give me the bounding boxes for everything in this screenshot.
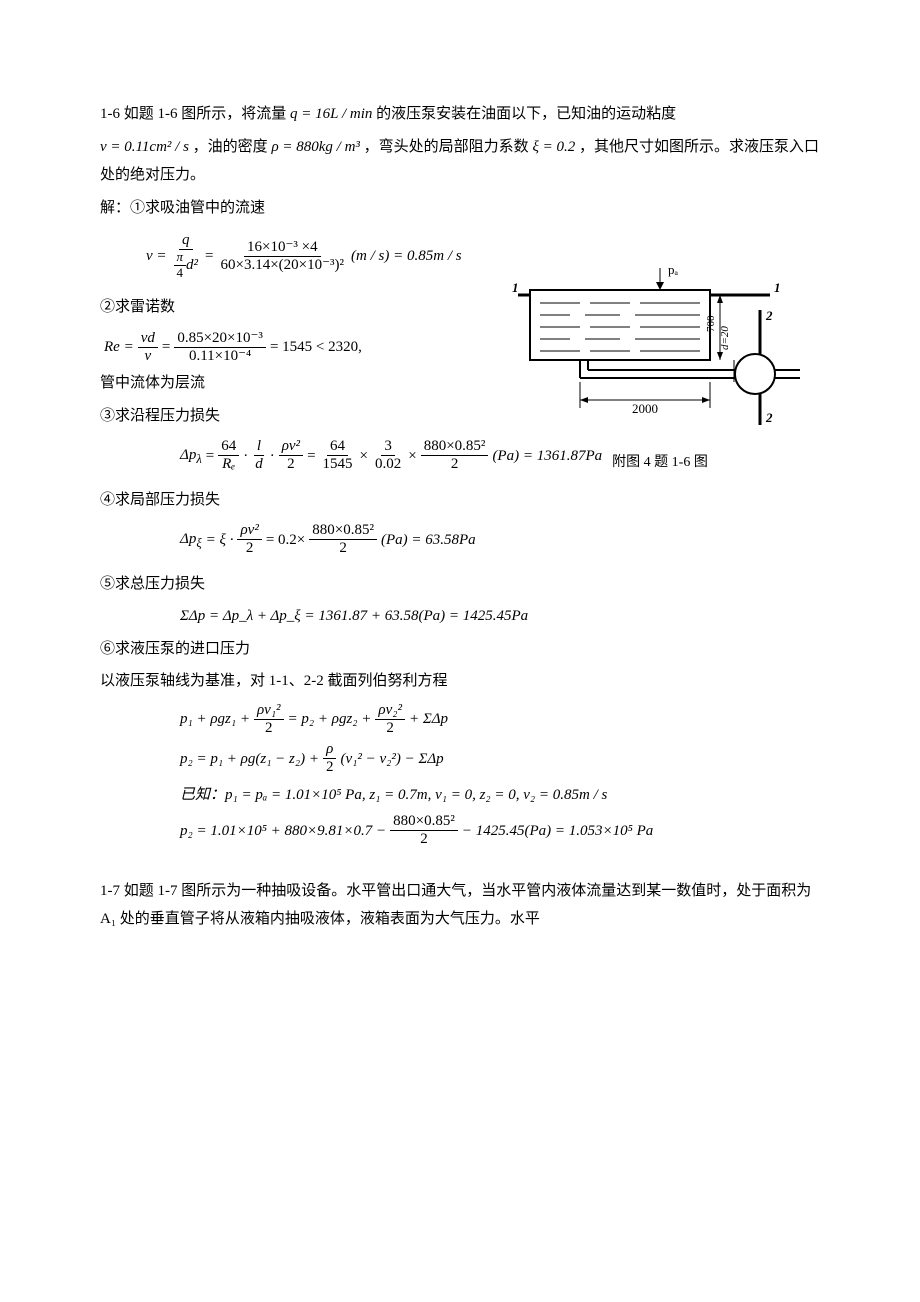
label-pa: pₐ [668, 262, 679, 277]
t: ，油的密度 [193, 139, 268, 155]
den: ν [141, 348, 154, 365]
num: 16×10⁻³ ×4 [244, 239, 321, 257]
frac: 0.85×20×10⁻³ 0.11×10⁻⁴ [174, 330, 266, 366]
figure-1-6: pₐ 1 1 2 2 2000 700 d=20 附图 4 题 1-6 图 [500, 260, 820, 477]
den: 0.11×10⁻⁴ [186, 348, 254, 365]
q-expr: q = 16L / min [290, 106, 372, 122]
den: π 4 d² [171, 250, 202, 281]
n: π [174, 250, 187, 266]
xi-expr: ξ = 0.2 [532, 139, 575, 155]
step5-label: ⑤求总压力损失 [100, 570, 820, 599]
num: vd [138, 330, 158, 348]
bern1: p₁ + ρgz₁ + ρv₁²2 = p₂ + ρgz₂ + ρv₂²2 + … [140, 702, 820, 738]
step4-label: ④求局部压力损失 [100, 486, 820, 515]
label-1l: 1 [512, 280, 519, 295]
frac: q π 4 d² [171, 232, 202, 281]
t: ，弯头处的局部阻力系数 [364, 139, 529, 155]
nu-expr: ν = 0.11cm² / s [100, 139, 189, 155]
step6-note: 以液压泵轴线为基准，对 1-1、2-2 截面列伯努利方程 [100, 667, 820, 696]
t: v = [146, 242, 167, 271]
solution-label: 解：①求吸油管中的流速 [100, 194, 820, 223]
known: 已知：p₁ = pₐ = 1.01×10⁵ Pa, z₁ = 0.7m, v₁ … [140, 781, 820, 810]
rho-expr: ρ = 880kg / m³ [271, 139, 359, 155]
t: 1-6 如题 1-6 图所示，将流量 [100, 106, 286, 122]
label-d: d=20 [719, 326, 731, 350]
figure-svg: pₐ 1 1 2 2 2000 700 d=20 [510, 260, 810, 440]
label-2000: 2000 [632, 401, 658, 416]
page: 1-6 如题 1-6 图所示，将流量 q = 16L / min 的液压泵安装在… [100, 100, 820, 934]
t: = [162, 333, 170, 362]
label-700: 700 [705, 315, 717, 332]
t: = 1545 < 2320, [270, 333, 362, 362]
result: p₂ = 1.01×10⁵ + 880×9.81×0.7 − 880×0.85²… [140, 813, 820, 849]
step4-eq: Δpξ = ξ · ρv²2 = 0.2× 880×0.85²2 (Pa) = … [140, 522, 820, 558]
t: Re = [104, 333, 134, 362]
d: 4 [174, 266, 187, 281]
label-2t: 2 [765, 308, 773, 323]
frac: vd ν [138, 330, 158, 366]
den: 60×3.14×(20×10⁻³)² [218, 257, 348, 274]
t: Δpλ [180, 441, 202, 472]
bern2: p₂ = p₁ + ρg(z₁ − z₂) + ρ2 (v₁² − v₂²) −… [140, 741, 820, 777]
figure-caption: 附图 4 题 1-6 图 [500, 450, 820, 477]
t: (m / s) = 0.85m / s [351, 242, 462, 271]
t: d² [186, 257, 198, 273]
label-2b: 2 [765, 410, 773, 425]
p16-intro-line2: ν = 0.11cm² / s ，油的密度 ρ = 880kg / m³ ，弯头… [100, 133, 820, 190]
t: = [206, 442, 214, 471]
t: 的液压泵安装在油面以下，已知油的运动粘度 [376, 106, 676, 122]
step5-eq: ΣΔp = Δp_λ + Δp_ξ = 1361.87 + 63.58(Pa) … [140, 602, 820, 631]
num: 0.85×20×10⁻³ [174, 330, 266, 348]
num: q [179, 232, 193, 250]
frac: 16×10⁻³ ×4 60×3.14×(20×10⁻³)² [218, 239, 348, 275]
label-1r: 1 [774, 280, 781, 295]
p16-intro-line1: 1-6 如题 1-6 图所示，将流量 q = 16L / min 的液压泵安装在… [100, 100, 820, 129]
p17-text: 1-7 如题 1-7 图所示为一种抽吸设备。水平管出口通大气，当水平管内液体流量… [100, 877, 820, 934]
step6-label: ⑥求液压泵的进口压力 [100, 635, 820, 664]
t: = [205, 242, 213, 271]
t: Δpξ [180, 525, 202, 556]
